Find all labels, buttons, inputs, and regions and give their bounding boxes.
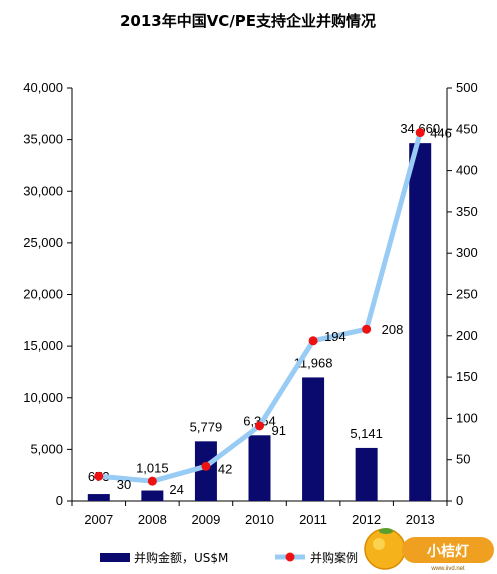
- line-point: [201, 461, 211, 471]
- watermark-subtext: www.iivd.net: [430, 566, 465, 572]
- line-data-label: 30: [117, 477, 131, 492]
- bar: [141, 490, 164, 501]
- line-data-label: 91: [272, 423, 286, 438]
- chart-title: 2013年中国VC/PE支持企业并购情况: [120, 12, 376, 30]
- legend-bar-label: 并购金额，US$M: [134, 550, 228, 565]
- y-right-tick-label: 350: [456, 204, 478, 219]
- x-tick-label: 2010: [245, 512, 274, 527]
- bar: [302, 377, 325, 501]
- bar: [248, 435, 271, 501]
- line-point: [308, 336, 318, 346]
- y-left-tick-label: 35,000: [23, 132, 63, 147]
- y-left-tick-label: 30,000: [23, 183, 63, 198]
- y-right-tick-label: 450: [456, 121, 478, 136]
- y-left-tick-label: 20,000: [23, 287, 63, 302]
- watermark-banner: [402, 537, 494, 563]
- line-point: [147, 476, 157, 486]
- line-data-label: 208: [382, 322, 404, 337]
- legend-line-marker: [285, 552, 295, 562]
- bar-series: [87, 143, 432, 501]
- y-left-tick-label: 0: [56, 493, 63, 508]
- y-right-tick-label: 300: [456, 245, 478, 260]
- x-tick-label: 2007: [84, 512, 113, 527]
- watermark: 小桔灯 www.iivd.net: [364, 528, 494, 572]
- axes: 0 5,000 10,000 15,000 20,000 25,000 30,000 35,0…: [23, 80, 477, 527]
- y-left-tick-label: 40,000: [23, 80, 63, 95]
- y-left-tick-label: 15,000: [23, 338, 63, 353]
- line-data-labels: 30 24 42 91 194 208 446: [117, 126, 452, 498]
- x-tick-label: 2008: [138, 512, 167, 527]
- legend: 并购金额，US$M 并购案例: [100, 550, 358, 565]
- x-tick-label: 2011: [299, 512, 327, 527]
- bar: [355, 447, 378, 501]
- bar: [409, 143, 432, 501]
- watermark-fruit-icon: [364, 528, 406, 570]
- bar-data-label: 1,015: [136, 461, 169, 476]
- y-left-tick-label: 5,000: [30, 441, 63, 456]
- legend-bar-swatch: [100, 553, 130, 562]
- line-data-label: 42: [218, 461, 232, 476]
- x-tick-label: 2013: [406, 512, 435, 527]
- bar: [87, 494, 110, 501]
- watermark-text: 小桔灯: [427, 543, 469, 560]
- y-left-tick-label: 25,000: [23, 235, 63, 250]
- watermark-leaf-icon: [379, 528, 393, 534]
- line-point: [415, 128, 425, 138]
- x-tick-label: 2012: [352, 512, 381, 527]
- y-right-tick-label: 150: [456, 369, 478, 384]
- watermark-highlight-icon: [373, 538, 385, 550]
- y-right-tick-label: 500: [456, 80, 478, 95]
- line-point: [362, 324, 372, 334]
- line-data-label: 24: [169, 482, 183, 497]
- bar: [194, 441, 217, 501]
- y-right-tick-label: 0: [456, 493, 463, 508]
- line-data-label: 446: [430, 126, 452, 141]
- y-right-tick-label: 50: [456, 452, 470, 467]
- line-series: [94, 128, 425, 486]
- line-point: [94, 471, 104, 481]
- bar-data-label: 5,779: [190, 419, 223, 434]
- y-right-tick-label: 250: [456, 287, 478, 302]
- y-right-tick-label: 400: [456, 163, 478, 178]
- line-point: [255, 421, 264, 431]
- y-left-tick-label: 10,000: [23, 390, 63, 405]
- y-right-tick-label: 100: [456, 410, 478, 425]
- bar-data-label: 5,141: [350, 426, 383, 441]
- y-right-tick-label: 200: [456, 328, 478, 343]
- legend-line-label: 并购案例: [310, 550, 358, 565]
- x-tick-label: 2009: [191, 512, 220, 527]
- line-data-label: 194: [324, 329, 346, 344]
